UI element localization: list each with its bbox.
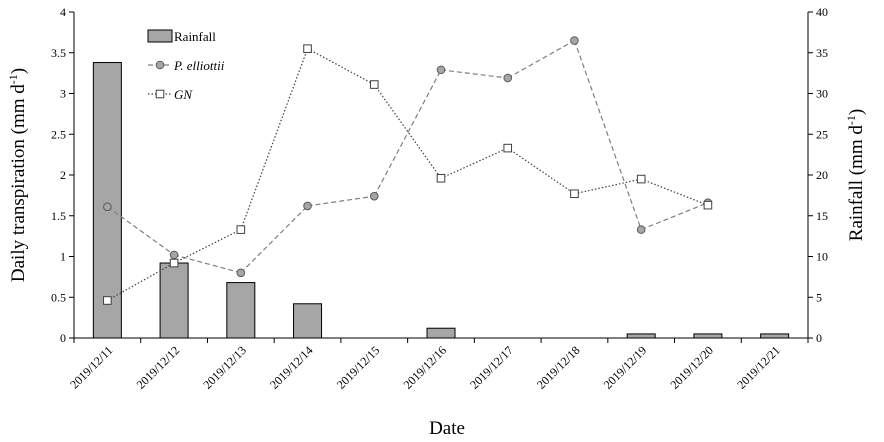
- rainfall-bar: [760, 333, 790, 339]
- series-lines: [107, 40, 709, 302]
- p-elliottii-point: [436, 65, 446, 75]
- x-tick-label: 2019/12/16: [401, 343, 450, 392]
- x-tick-label: 2019/12/18: [534, 343, 583, 392]
- legend-rainfall-label: Rainfall: [174, 29, 216, 44]
- x-axis-title: Date: [429, 418, 465, 439]
- gn-point: [636, 174, 646, 184]
- rainfall-bar: [92, 62, 122, 339]
- rainfall-bar: [626, 333, 656, 339]
- x-tick-label: 2019/12/12: [134, 343, 183, 392]
- gn-line-segment: [640, 178, 709, 206]
- gn-line-segment: [307, 48, 375, 86]
- left-axis-title-main: Daily transpiration (mm d: [8, 84, 29, 282]
- gn-point: [570, 189, 579, 199]
- gn-line-segment: [574, 178, 642, 195]
- p-elliottii-point: [303, 201, 312, 211]
- p-elliottii-point: [103, 202, 112, 212]
- right-tick-label: 35: [816, 46, 828, 60]
- x-tick-label: 2019/12/11: [67, 343, 115, 391]
- p-elliottii-line-segment: [307, 195, 375, 207]
- x-tick-label: 2019/12/15: [334, 343, 383, 392]
- legend-gn-marker: [155, 89, 165, 99]
- left-tick-label: 2.5: [51, 127, 66, 141]
- p-elliottii-line-segment: [573, 40, 642, 230]
- gn-line-segment: [440, 147, 508, 179]
- p-elliottii-point: [169, 250, 179, 260]
- axes: [69, 11, 813, 343]
- gn-point: [303, 44, 312, 53]
- left-tick-label: 1: [60, 250, 66, 264]
- gn-point: [503, 143, 513, 153]
- x-tick-label: 2019/12/17: [467, 343, 516, 392]
- p-elliottii-line-segment: [173, 254, 241, 274]
- gn-point: [236, 225, 246, 234]
- p-elliottii-point: [236, 268, 246, 278]
- left-tick-label: 0.5: [51, 290, 66, 304]
- x-tick-label: 2019/12/19: [601, 343, 650, 392]
- p-elliottii-line-segment: [107, 206, 175, 256]
- right-tick-label: 20: [816, 168, 828, 182]
- x-tick-label: 2019/12/21: [734, 343, 783, 392]
- p-elliottii-line-segment: [373, 69, 442, 197]
- left-tick-label: 3.5: [51, 46, 66, 60]
- right-tick-label: 25: [816, 127, 828, 141]
- x-tick-label: 2019/12/14: [267, 343, 316, 392]
- p-elliottii-line-segment: [507, 40, 575, 79]
- gn-point: [169, 258, 179, 268]
- right-axis-title-sup: -1: [844, 115, 858, 125]
- x-tick-label: 2019/12/20: [667, 343, 716, 392]
- p-elliottii-line-segment: [440, 69, 508, 79]
- gn-point: [103, 296, 112, 305]
- gn-line-segment: [107, 262, 175, 302]
- right-tick-label: 5: [816, 290, 822, 304]
- rainfall-bar: [693, 333, 723, 339]
- right-axis-title: Rainfall (mm d-1): [844, 109, 867, 241]
- right-axis-title-main: Rainfall (mm d: [846, 125, 867, 242]
- left-tick-label: 2: [60, 168, 66, 182]
- gn-line-segment: [507, 147, 575, 195]
- rainfall-bar: [426, 327, 456, 339]
- rainfall-bar: [159, 262, 189, 339]
- right-tick-label: 0: [816, 331, 822, 345]
- left-tick-label: 0: [60, 331, 66, 345]
- p-elliottii-point: [570, 36, 579, 45]
- legend-p-elliottii-marker: [155, 60, 165, 70]
- gn-point: [369, 80, 379, 89]
- p-elliottii-point: [503, 73, 513, 83]
- legend-rainfall-swatch: [147, 29, 173, 43]
- p-elliottii-line-segment: [640, 202, 709, 231]
- left-tick-label: 4: [60, 5, 66, 19]
- left-axis-title: Daily transpiration (mm d-1): [6, 68, 29, 282]
- right-tick-label: 15: [816, 209, 828, 223]
- right-axis-title-end: ): [846, 109, 867, 115]
- gn-line-segment: [173, 229, 242, 264]
- p-elliottii-point: [369, 191, 379, 201]
- left-tick-label: 3: [60, 87, 66, 101]
- right-tick-label: 10: [816, 250, 828, 264]
- p-elliottii-point: [636, 225, 646, 234]
- p-elliottii-line-segment: [240, 205, 308, 274]
- gn-line-segment: [240, 48, 309, 230]
- legend-p-elliottii-label: P. elliottii: [173, 58, 225, 73]
- gn-point: [703, 200, 713, 210]
- legend: Rainfall P. elliottii GN: [147, 29, 225, 102]
- gn-line-segment: [373, 84, 442, 179]
- gn-point: [436, 173, 446, 183]
- series-markers: [103, 36, 713, 305]
- rainfall-bar: [226, 282, 256, 339]
- right-tick-label: 30: [816, 87, 828, 101]
- legend-gn-label: GN: [174, 87, 193, 102]
- rainfall-bars: [92, 62, 790, 339]
- x-tick-label: 2019/12/13: [200, 343, 249, 392]
- rainfall-bar: [293, 303, 323, 339]
- left-axis-title-sup: -1: [6, 74, 20, 84]
- left-tick-label: 1.5: [51, 209, 66, 223]
- right-tick-label: 40: [816, 5, 828, 19]
- left-axis-title-end: ): [8, 68, 29, 74]
